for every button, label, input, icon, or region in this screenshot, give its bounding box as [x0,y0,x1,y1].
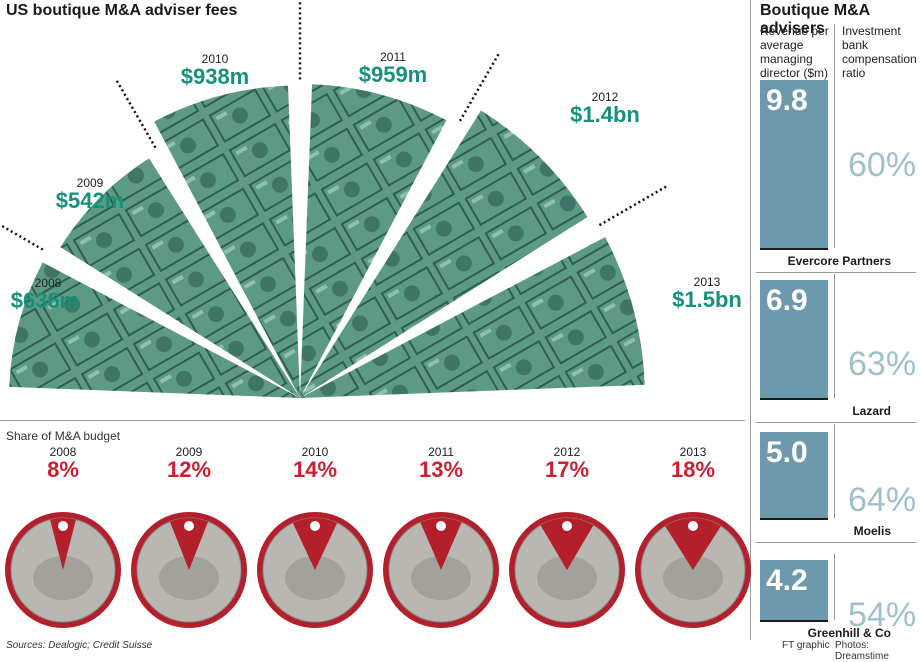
row-divider [756,422,916,423]
company-name: Moelis [853,524,891,538]
share-wedge [665,518,721,570]
bar-baseline [760,398,828,400]
compensation-ratio: 54% [848,596,917,634]
share-wedge [420,518,462,570]
company-name: Lazard [852,404,891,418]
share-coin-2008 [5,512,121,628]
company-name: Evercore Partners [787,254,891,268]
fee-divider-line [114,78,157,149]
fee-year-2012: 2012 [591,90,619,104]
share-value: 13% [418,457,464,482]
fee-year-2008: 2008 [34,276,62,290]
fee-wedge-2008 [9,262,300,398]
column-rule [834,80,835,248]
share-wedge [50,518,76,570]
ratio-header-line: compensation [842,52,917,66]
fee-year-2010: 2010 [201,52,229,66]
share-coin-2012 [509,512,625,628]
share-value: 12% [166,457,212,482]
fee-value-2010: $938m [180,64,250,89]
row-divider [756,542,916,543]
share-value: 18% [670,457,716,482]
share-value: 14% [292,457,338,482]
revenue-header-line: Revenue per [760,24,829,38]
fee-value-2008: $636m [10,288,80,313]
column-rule [834,554,835,620]
revenue-value: 6.9 [766,284,808,317]
fee-value-2011: $959m [358,62,428,87]
fee-year-2011: 2011 [380,50,406,64]
share-year: 2013 [679,445,707,459]
compensation-ratio: 63% [848,345,917,383]
side-title: Boutique M&A advisers [760,2,870,37]
fee-wedge-2012 [300,110,588,399]
share-year: 2011 [428,445,454,459]
revenue-column-header: Revenue per average managing director ($… [760,24,829,80]
bar-baseline [760,248,828,250]
revenue-bar [760,432,828,518]
compensation-ratio: 64% [848,481,917,519]
fee-wedge-2011 [300,84,447,399]
share-value: 17% [544,457,590,482]
bar-baseline [760,518,828,520]
fee-wedge-2009 [60,158,300,398]
fee-year-2009: 2009 [76,176,104,190]
ratio-header-line: ratio [842,66,866,80]
column-rule [834,274,835,398]
share-title: Share of M&A budget [6,429,121,443]
credit-photos: Photos: Dreamstime [835,640,889,662]
fee-divider-line [458,51,501,122]
revenue-bar [760,80,828,248]
revenue-value: 5.0 [766,436,808,469]
fee-divider-line [598,184,669,227]
revenue-value: 4.2 [766,564,808,597]
fee-year-2013: 2013 [693,275,721,289]
sources-note: Sources: Dealogic; Credit Suisse [6,640,153,651]
revenue-bar [760,560,828,620]
credit-graphic: FT graphic [782,640,830,651]
share-coin-2011 [383,512,499,628]
revenue-bar [760,280,828,398]
company-name: Greenhill & Co [807,626,891,640]
fee-divider-line [0,223,44,251]
share-value: 8% [47,457,79,482]
compensation-ratio: 60% [848,146,917,184]
fee-fan-chart [0,0,669,399]
share-year: 2010 [301,445,329,459]
header-divider [834,24,835,90]
fee-value-2009: $542m [55,188,125,213]
revenue-value: 9.8 [766,84,808,117]
share-coin-2010 [257,512,373,628]
fee-value-2013: $1.5bn [672,287,742,312]
section-divider [0,420,745,421]
ratio-header-line: Investment [842,24,901,38]
fee-wedge-2013 [300,237,645,398]
ratio-column-header: Investment bank compensation ratio [842,24,917,80]
share-coin-2013 [635,512,751,628]
chart-title: US boutique M&A adviser fees [6,2,238,19]
ratio-header-line: bank [842,38,869,52]
share-wedge [540,518,594,570]
fee-wedge-2010 [154,85,300,399]
bar-baseline [760,620,828,622]
share-year: 2009 [175,445,203,459]
column-rule [834,424,835,518]
share-wedge [292,518,338,570]
revenue-header-line: director ($m) [760,66,829,80]
share-coin-2009 [131,512,247,628]
row-divider [756,272,916,273]
share-year: 2012 [553,445,581,459]
fee-value-2012: $1.4bn [570,102,640,127]
revenue-header-line: managing [760,52,813,66]
share-year: 2008 [49,445,77,459]
column-divider [750,0,751,640]
revenue-header-line: average [760,38,804,52]
share-wedge [169,518,209,570]
